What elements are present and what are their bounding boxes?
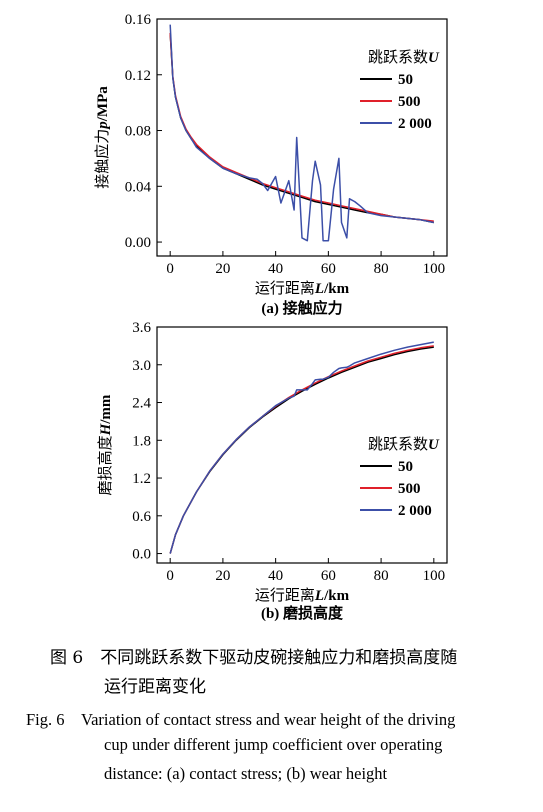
chart-0-xtick-label: 0 xyxy=(166,261,174,277)
chart-1-subcaption: (b) 磨损高度 xyxy=(261,604,344,622)
chart-1-legend-label-2: 2 000 xyxy=(398,503,432,519)
chart-1-xtick-label: 20 xyxy=(215,568,230,584)
chart-1-ytick-label: 3.0 xyxy=(132,358,151,374)
chart-0-ytick-label: 0.08 xyxy=(125,124,151,140)
chart-1-ytick-label: 1.2 xyxy=(132,471,151,487)
chart-1-xtick-label: 80 xyxy=(374,568,389,584)
chart-1-xtick-label: 40 xyxy=(268,568,283,584)
chart-0-subcaption: (a) 接触应力 xyxy=(261,299,342,317)
chart-1-xtick-label: 0 xyxy=(166,568,174,584)
wear-height-chart: 0 20 40 60 80 100 0.0 0.6 1.2 1.8 2.4 3.0 3.6 运行距离L/k… xyxy=(0,318,543,632)
chart-1-x-axis-label: 运行距离L/km xyxy=(255,587,350,604)
chart-1-ytick-label: 1.8 xyxy=(132,433,151,449)
chart-0-xtick-label: 100 xyxy=(423,261,446,277)
chart-0-plot-frame xyxy=(156,18,448,257)
chart-0-y-axis-label: 接触应力p/MPa xyxy=(93,86,111,189)
wear-height-plot: 0 20 40 60 80 100 0.0 0.6 1.2 1.8 2.4 3.0 3.6 运行距离L/k… xyxy=(97,320,448,622)
chart-1-legend-label-1: 500 xyxy=(398,481,421,497)
chart-1-plot-frame xyxy=(156,326,448,564)
chart-0-legend-title: 跳跃系数U xyxy=(368,49,440,66)
chart-0-legend-label-2: 2 000 xyxy=(398,116,432,132)
chart-0-xtick-label: 40 xyxy=(268,261,283,277)
contact-stress-chart: 0 20 40 60 80 100 0.00 0.04 0.08 0.12 0.16 运行距离L/km… xyxy=(0,0,543,324)
chart-1-xtick-label: 60 xyxy=(321,568,336,584)
chart-1-legend-title: 跳跃系数U xyxy=(368,436,440,453)
chart-1-ytick-label: 2.4 xyxy=(132,396,151,412)
figure-caption-en-line2: cup under different jump coefficient ove… xyxy=(104,735,443,754)
chart-0-ytick-label: 0.12 xyxy=(125,68,151,84)
figure-caption-en-line1: Fig. 6 Variation of contact stress and w… xyxy=(26,710,456,729)
chart-0-ytick-label: 0.16 xyxy=(125,12,152,28)
figure-caption-en-line3: distance: (a) contact stress; (b) wear h… xyxy=(104,764,388,783)
chart-1-ytick-label: 0.0 xyxy=(132,547,151,563)
chart-0-x-axis-label: 运行距离L/km xyxy=(255,280,350,297)
chart-0-legend-label-0: 50 xyxy=(398,72,413,88)
chart-1-series-line-2 xyxy=(169,341,434,554)
chart-0-legend-label-1: 500 xyxy=(398,94,421,110)
chart-0-ytick-label: 0.04 xyxy=(125,179,152,195)
chart-1-ytick-label: 0.6 xyxy=(132,509,151,525)
chart-1-xtick-label: 100 xyxy=(423,568,446,584)
chart-0-xtick-label: 80 xyxy=(374,261,389,277)
chart-0-xtick-label: 60 xyxy=(321,261,336,277)
chart-1-legend-label-0: 50 xyxy=(398,459,413,475)
chart-0-series-line-2 xyxy=(169,24,434,242)
figure-caption-zh-line2: 运行距离变化 xyxy=(104,677,206,697)
chart-1-y-axis-label: 磨损高度H/mm xyxy=(97,394,114,495)
chart-1-ytick-label: 3.6 xyxy=(132,320,151,336)
contact-stress-plot: 0 20 40 60 80 100 0.00 0.04 0.08 0.12 0.16 运行距离L/km… xyxy=(93,12,448,317)
chart-0-ytick-label: 0.00 xyxy=(125,235,151,251)
figure-caption-zh-line1: 图 6 不同跳跃系数下驱动皮碗接触应力和磨损高度随 xyxy=(50,648,458,668)
chart-0-xtick-label: 20 xyxy=(215,261,230,277)
